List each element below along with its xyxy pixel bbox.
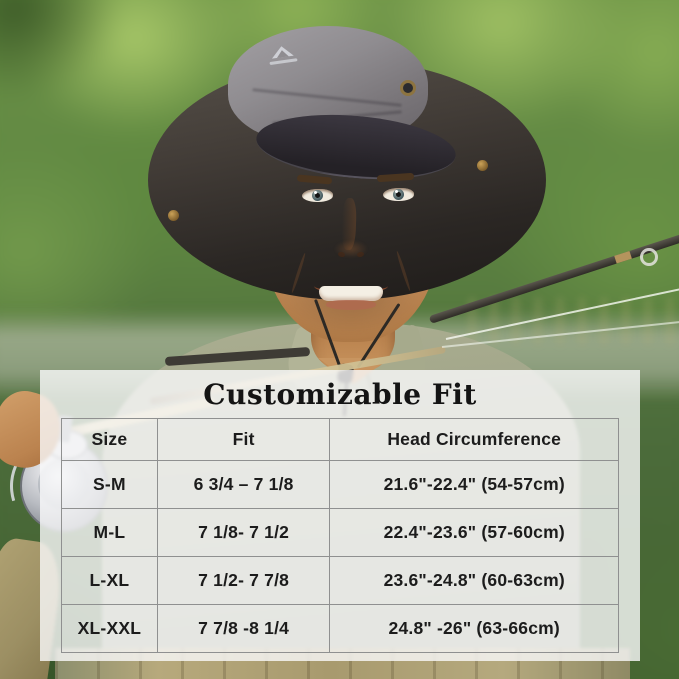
cell-circumference: 23.6"-24.8" (60-63cm) bbox=[329, 556, 619, 605]
shore-reeds bbox=[470, 298, 679, 344]
cell-size: M-L bbox=[61, 508, 158, 557]
right-iris bbox=[393, 189, 404, 200]
cell-circumference: 21.6"-22.4" (54-57cm) bbox=[329, 460, 619, 509]
smiling-mouth bbox=[314, 278, 388, 310]
column-header-circumference: Head Circumference bbox=[329, 418, 619, 461]
mountain-icon-inner bbox=[275, 49, 289, 58]
table-row: M-L 7 1/8- 7 1/2 22.4"-23.6" (57-60cm) bbox=[61, 508, 619, 557]
size-chart-panel: Customizable Fit Size Fit Head Circumfer… bbox=[40, 370, 640, 661]
lower-lip bbox=[326, 300, 376, 310]
brass-snap-button-left bbox=[168, 210, 179, 221]
cell-fit: 7 7/8 -8 1/4 bbox=[156, 604, 331, 653]
cell-size: XL-XXL bbox=[61, 604, 158, 653]
table-row: XL-XXL 7 7/8 -8 1/4 24.8" -26" (63-66cm) bbox=[61, 604, 619, 653]
table-header-row: Size Fit Head Circumference bbox=[61, 418, 619, 461]
cell-circumference: 22.4"-23.6" (57-60cm) bbox=[329, 508, 619, 557]
cell-circumference: 24.8" -26" (63-66cm) bbox=[329, 604, 619, 653]
rod-line-guide bbox=[640, 248, 658, 266]
column-header-fit: Fit bbox=[156, 418, 331, 461]
size-chart-table: Size Fit Head Circumference S-M 6 3/4 – … bbox=[61, 418, 619, 653]
right-eye bbox=[383, 188, 414, 201]
left-eye bbox=[302, 189, 333, 202]
hat-vent-grommet bbox=[400, 80, 416, 96]
table-row: L-XL 7 1/2- 7 7/8 23.6"-24.8" (60-63cm) bbox=[61, 556, 619, 605]
brand-logo-icon bbox=[265, 44, 304, 73]
column-header-size: Size bbox=[61, 418, 158, 461]
brass-snap-button-right bbox=[477, 160, 488, 171]
table-row: S-M 6 3/4 – 7 1/8 21.6"-22.4" (54-57cm) bbox=[61, 460, 619, 509]
cell-fit: 6 3/4 – 7 1/8 bbox=[156, 460, 331, 509]
cell-fit: 7 1/8- 7 1/2 bbox=[156, 508, 331, 557]
cell-size: S-M bbox=[61, 460, 158, 509]
size-chart-title: Customizable Fit bbox=[203, 378, 477, 411]
left-iris bbox=[312, 190, 323, 201]
cell-fit: 7 1/2- 7 7/8 bbox=[156, 556, 331, 605]
brand-wordmark bbox=[269, 58, 298, 66]
cell-size: L-XL bbox=[61, 556, 158, 605]
teeth bbox=[319, 286, 383, 301]
